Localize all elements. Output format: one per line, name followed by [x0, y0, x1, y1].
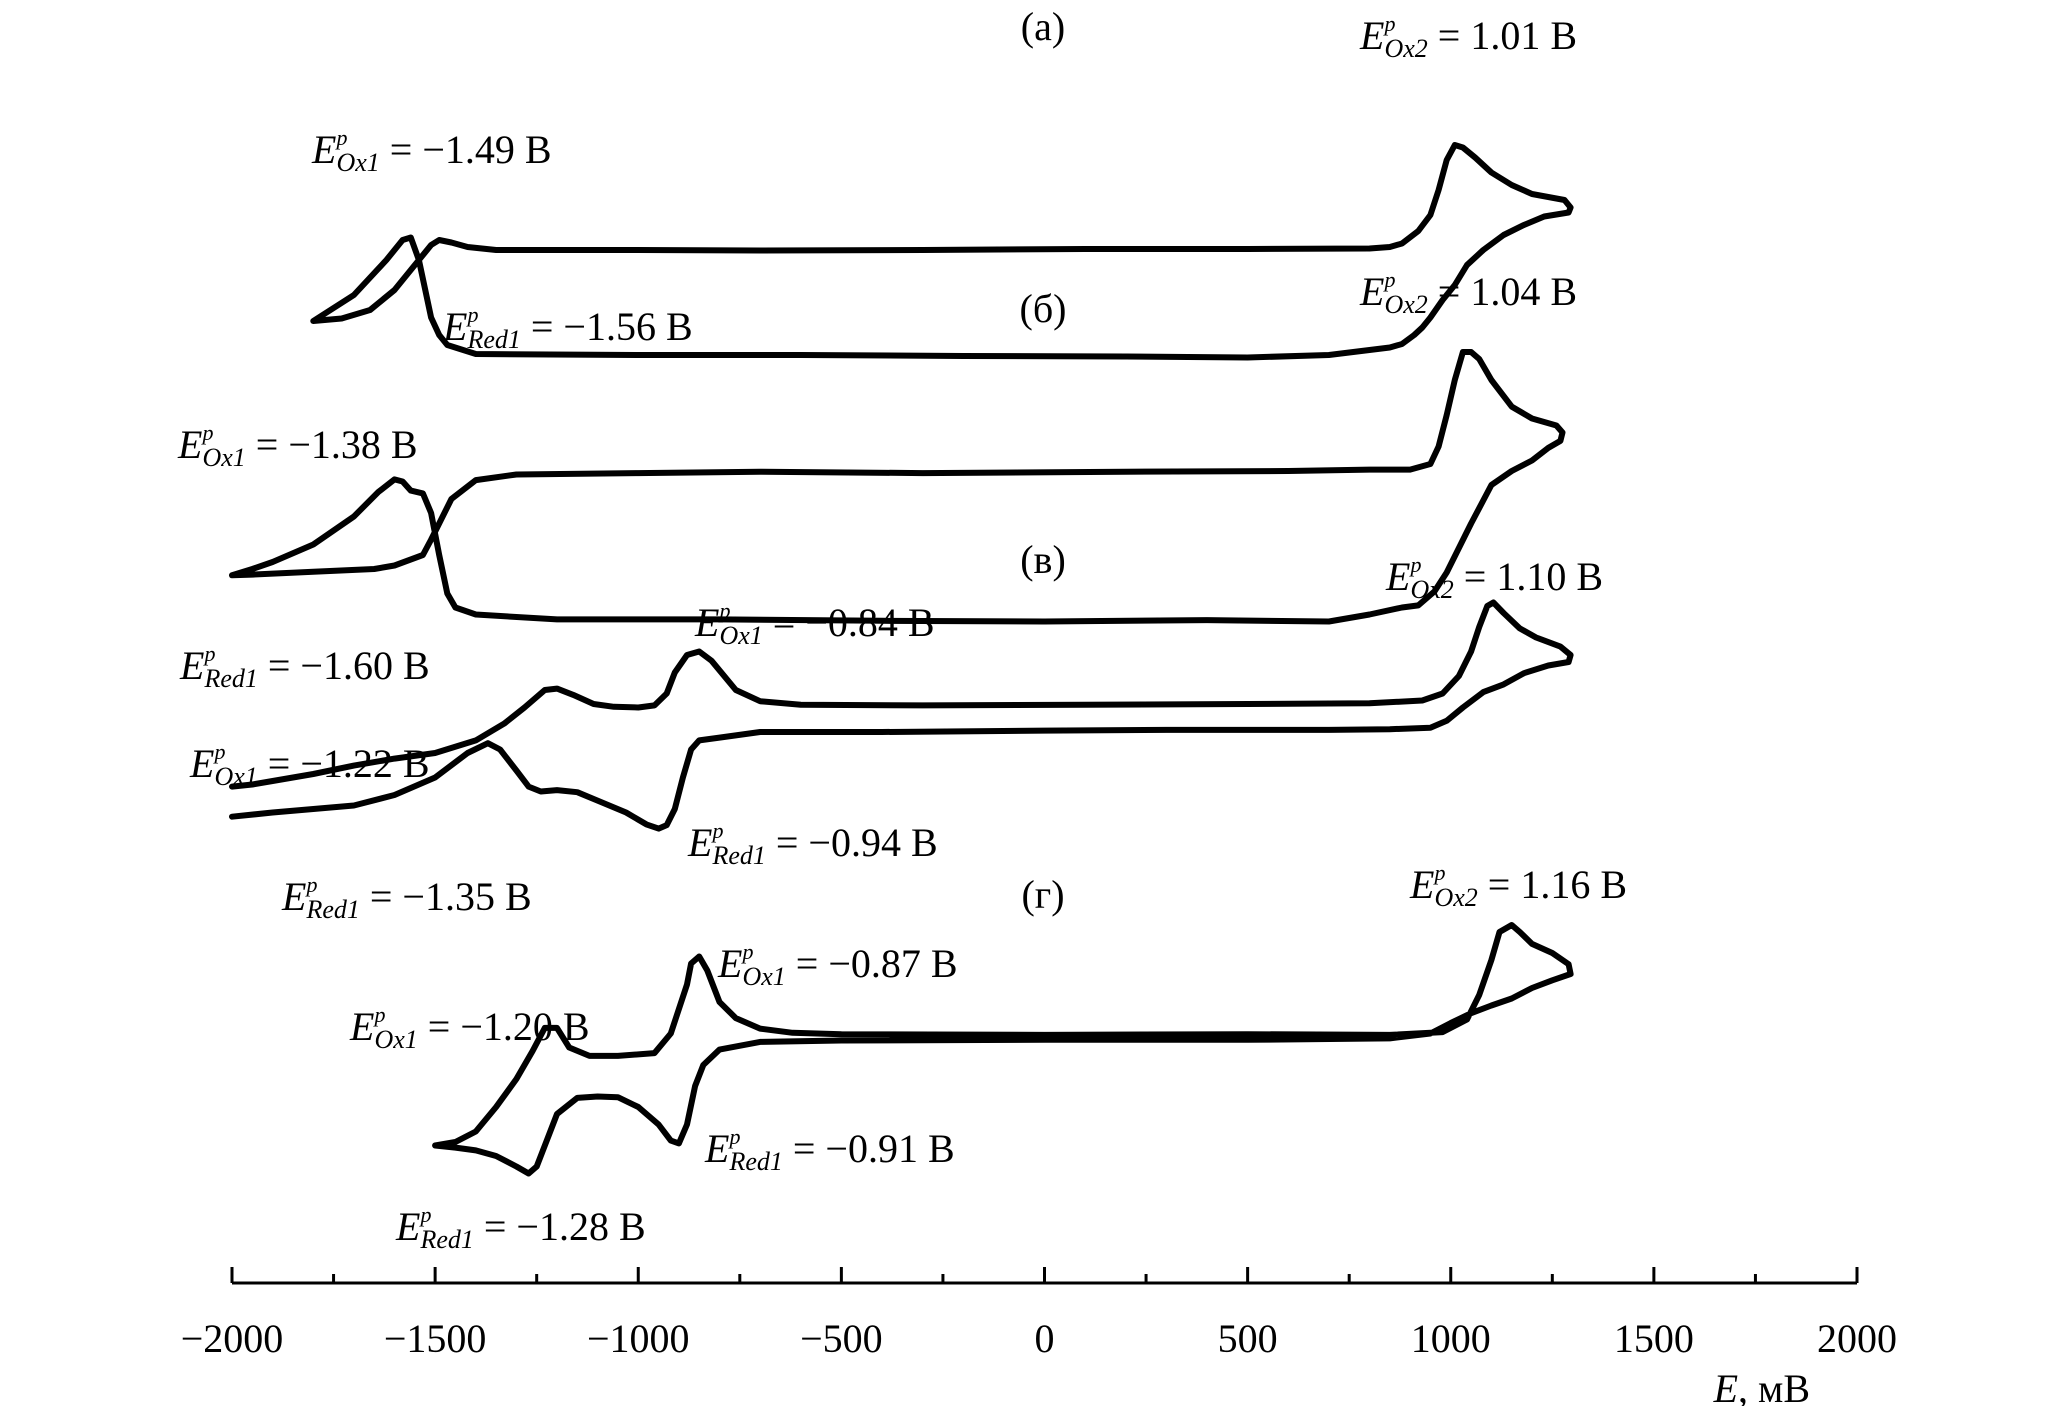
- x-tick-label: −1500: [384, 1316, 487, 1361]
- label-a-ox1: Ep Ox1 = −1.49 В: [311, 125, 552, 177]
- label-d-ox2: Ep Ox2 = 1.16 В: [1409, 860, 1627, 912]
- panel-letter-c: (в): [1020, 537, 1066, 582]
- x-ticks: [230, 1267, 1859, 1283]
- x-tick-label: −1000: [587, 1316, 690, 1361]
- x-tick-label: 2000: [1817, 1316, 1897, 1361]
- label-d-ox1-b: Ep Ox1 = −1.20 В: [349, 1002, 590, 1054]
- x-axis: −2000 −1500 −1000 −500 0 500 1000 1500 2000 E, м…: [181, 1267, 1897, 1406]
- cv-curve-b: [229, 349, 1566, 625]
- label-a-ox2: Ep Ox2 = 1.01 В: [1359, 11, 1577, 63]
- x-tick-label: 1000: [1411, 1316, 1491, 1361]
- x-axis-title: E, мВ: [1713, 1366, 1810, 1406]
- cv-curve-c: [229, 599, 1574, 832]
- x-axis-symbol: E: [1713, 1366, 1738, 1406]
- label-d-red1-b: Ep Red1 = −1.28 В: [395, 1202, 646, 1254]
- x-axis-unit: , мВ: [1738, 1366, 1810, 1406]
- label-b-ox1: Ep Ox1 = −1.38 В: [177, 420, 418, 472]
- x-tick-label: −500: [800, 1316, 883, 1361]
- panel-letter-b: (б): [1020, 286, 1067, 331]
- label-a-red1: Ep Red1 = −1.56 В: [442, 302, 693, 354]
- label-c-ox2: Ep Ox2 = 1.10 В: [1385, 552, 1603, 604]
- cv-curves: [229, 142, 1574, 1177]
- x-tick-labels: −2000 −1500 −1000 −500 0 500 1000 1500 2000: [181, 1316, 1897, 1361]
- label-c-red1-b: Ep Red1 = −0.94 В: [687, 818, 938, 870]
- label-c-ox1-b: Ep Ox1 = −1.22 В: [189, 739, 430, 791]
- x-tick-label: 0: [1035, 1316, 1055, 1361]
- panel-letter-a: (а): [1021, 4, 1065, 49]
- label-b-red1: Ep Red1 = −1.60 В: [179, 641, 430, 693]
- x-tick-label: −2000: [181, 1316, 284, 1361]
- panel-letter-d: (г): [1021, 872, 1064, 917]
- label-d-ox1-a: Ep Ox1 = −0.87 В: [717, 939, 958, 991]
- x-tick-label: 1500: [1614, 1316, 1694, 1361]
- label-d-red1-a: Ep Red1 = −0.91 В: [704, 1124, 955, 1176]
- label-c-red1-a: Ep Red1 = −1.35 В: [281, 872, 532, 924]
- cv-curve-d: [432, 922, 1574, 1177]
- x-tick-label: 500: [1218, 1316, 1278, 1361]
- cv-curve-a: [310, 142, 1574, 361]
- label-b-ox2: Ep Ox2 = 1.04 В: [1359, 267, 1577, 319]
- label-c-ox1-a: Ep Ox1 = −0.84 В: [694, 598, 935, 650]
